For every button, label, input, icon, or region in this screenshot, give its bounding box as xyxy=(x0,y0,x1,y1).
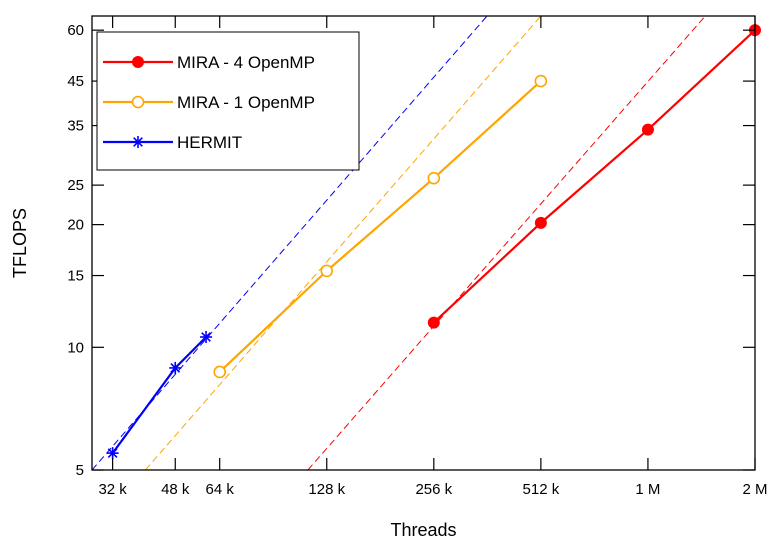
x-axis-title: Threads xyxy=(390,520,456,540)
plot-area xyxy=(91,15,756,471)
series-line xyxy=(218,80,542,373)
y-tick-label: 15 xyxy=(67,268,84,285)
data-point xyxy=(534,74,548,88)
x-tick-label: 512 k xyxy=(523,481,560,498)
y-tick-label: 25 xyxy=(67,177,84,194)
data-point xyxy=(200,330,213,343)
legend-label: HERMIT xyxy=(177,133,242,152)
data-point xyxy=(213,365,226,379)
y-axis-title: TFLOPS xyxy=(10,208,30,278)
y-tick-label: 35 xyxy=(67,118,84,135)
y-tick-label: 60 xyxy=(67,22,84,39)
legend: MIRA - 4 OpenMP MIRA - 1 OpenMP HERMIT xyxy=(96,31,360,171)
ideal-scaling-line xyxy=(307,16,706,470)
data-point xyxy=(320,264,334,278)
legend-marker xyxy=(132,136,144,148)
legend-marker xyxy=(131,95,145,109)
ideal-scaling-line xyxy=(144,16,542,470)
x-tick-label: 64 k xyxy=(206,481,235,498)
data-point xyxy=(169,361,182,374)
legend-marker xyxy=(132,56,144,68)
series-line xyxy=(433,29,756,324)
y-tick-label: 45 xyxy=(67,73,84,90)
x-tick-label: 128 k xyxy=(308,481,345,498)
x-tick-label: 256 k xyxy=(415,481,452,498)
data-point xyxy=(534,216,547,229)
x-tick-label: 2 M xyxy=(742,481,767,498)
y-tick-label: 10 xyxy=(67,339,84,356)
data-point xyxy=(427,171,441,185)
series-line xyxy=(111,336,207,454)
ideal-scaling-line xyxy=(92,16,488,470)
legend-label: MIRA - 1 OpenMP xyxy=(177,93,315,112)
data-point xyxy=(641,123,654,136)
y-tick-label: 5 xyxy=(76,462,84,479)
data-point xyxy=(106,447,119,460)
x-tick-label: 1 M xyxy=(635,481,660,498)
data-point xyxy=(427,316,440,329)
legend-label: MIRA - 4 OpenMP xyxy=(177,53,315,72)
y-tick-label: 20 xyxy=(67,217,84,234)
x-tick-label: 32 k xyxy=(98,481,127,498)
x-tick-label: 48 k xyxy=(161,481,190,498)
